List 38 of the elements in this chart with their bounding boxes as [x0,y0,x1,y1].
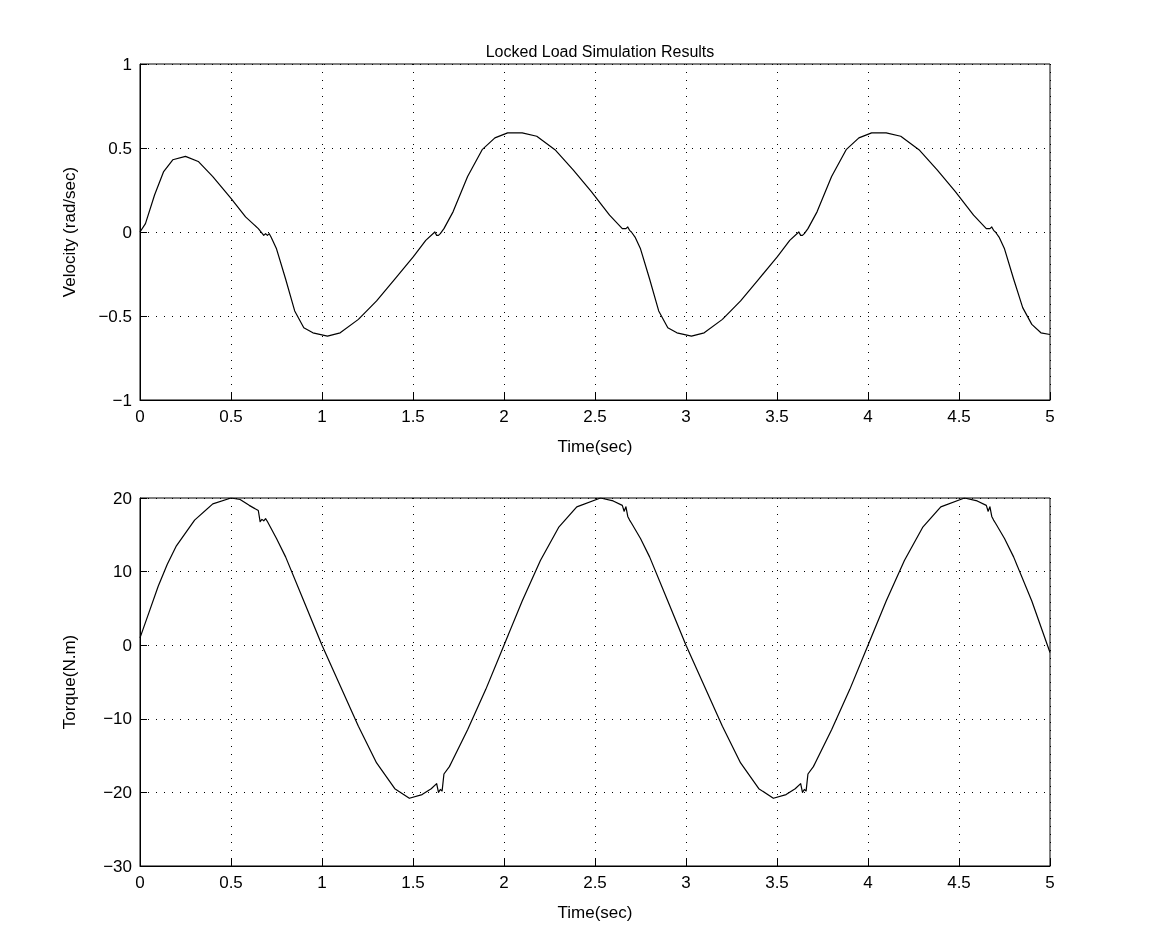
x-tick-label: 3 [681,407,691,426]
x-tick-label: 3.5 [765,407,789,426]
x-axis-title: Time(sec) [557,437,633,456]
y-tick-label: 20 [113,488,132,508]
y-tick-label: −1 [112,390,132,410]
x-tick-label: 3.5 [765,873,789,892]
x-tick-label: 4.5 [947,407,971,426]
y-tick-label: 1 [122,54,132,74]
x-tick-label: 4.5 [947,873,971,892]
x-tick-label: 2.5 [583,873,607,892]
x-tick-label: 0.5 [219,407,243,426]
x-tick-label: 5 [1045,873,1055,892]
x-tick-label: 1 [317,407,327,426]
x-tick-label: 4 [863,873,873,892]
x-tick-label: 4 [863,407,873,426]
x-tick-label: 2 [499,873,509,892]
y-tick-label: 0.5 [108,138,132,158]
y-tick-label: −30 [103,856,132,876]
x-tick-label: 1.5 [401,873,425,892]
x-axis-title: Time(sec) [557,903,633,922]
y-tick-label: −20 [103,782,132,802]
x-tick-label: 2.5 [583,407,607,426]
y-tick-label: −0.5 [98,306,132,326]
y-tick-label: −10 [103,709,132,729]
x-tick-label: 0.5 [219,873,243,892]
y-tick-label: 10 [113,562,132,582]
x-tick-label: 0 [135,873,145,892]
x-tick-label: 0 [135,407,145,426]
y-tick-label: 0 [122,222,132,242]
x-tick-label: 1.5 [401,407,425,426]
x-tick-label: 2 [499,407,509,426]
x-tick-label: 3 [681,873,691,892]
y-axis-title: Torque(N.m) [60,634,79,730]
x-tick-label: 5 [1045,407,1055,426]
y-tick-label: 0 [122,635,132,655]
x-tick-label: 1 [317,873,327,892]
y-axis-title: Velocity (rad/sec) [60,166,79,298]
chart-title: Locked Load Simulation Results [485,42,715,60]
